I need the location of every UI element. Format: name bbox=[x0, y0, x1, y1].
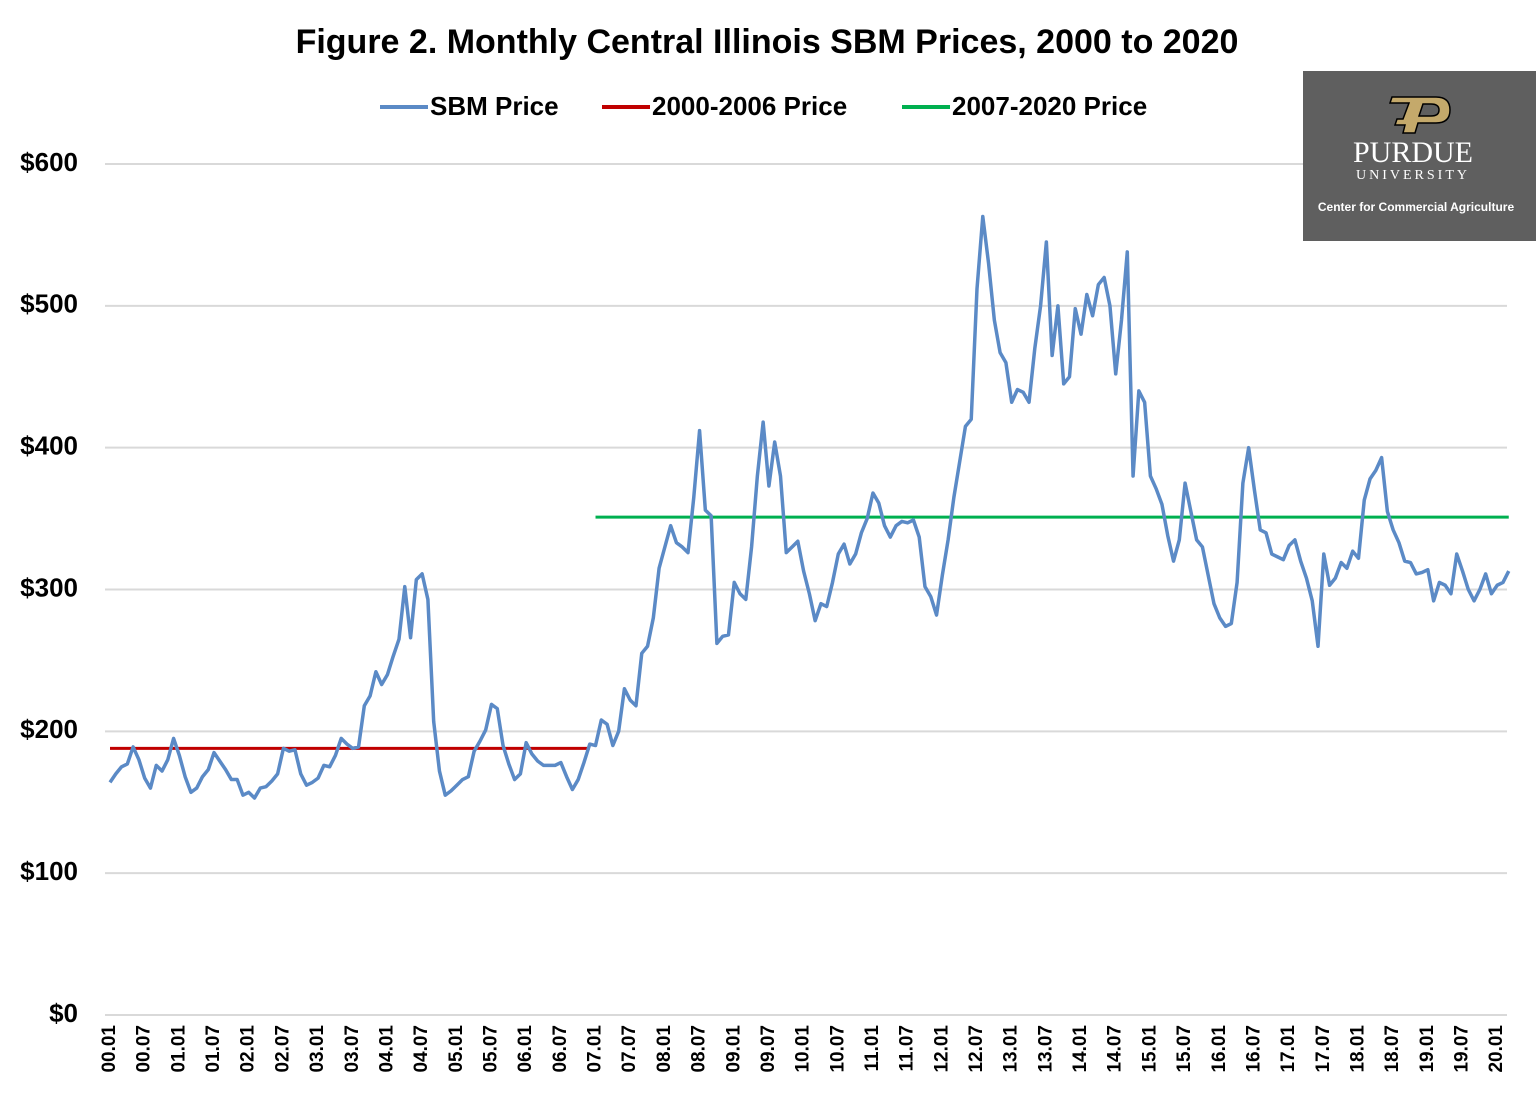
y-tick-label: $100 bbox=[20, 856, 78, 886]
logo: PURDUE UNIVERSITY Center for Commercial … bbox=[1303, 71, 1536, 241]
x-tick-label: 15.07 bbox=[1174, 1025, 1195, 1073]
x-tick-label: 02.07 bbox=[272, 1025, 293, 1073]
x-tick-label: 18.07 bbox=[1382, 1025, 1403, 1073]
x-tick-label: 10.07 bbox=[827, 1025, 848, 1073]
x-tick-label: 11.07 bbox=[897, 1025, 918, 1072]
x-tick-label: 13.01 bbox=[1001, 1025, 1022, 1073]
x-tick-label: 00.01 bbox=[99, 1025, 120, 1073]
legend-label: 2000-2006 Price bbox=[652, 91, 847, 121]
y-tick-label: $0 bbox=[49, 998, 78, 1028]
logo-name: PURDUE bbox=[1353, 136, 1473, 169]
x-tick-label: 18.01 bbox=[1347, 1025, 1368, 1073]
x-tick-label: 15.01 bbox=[1139, 1025, 1160, 1073]
x-tick-label: 06.01 bbox=[515, 1025, 536, 1073]
x-tick-label: 03.07 bbox=[342, 1025, 363, 1073]
x-tick-label: 12.01 bbox=[931, 1025, 952, 1073]
x-tick-label: 19.01 bbox=[1417, 1025, 1438, 1073]
x-tick-label: 14.07 bbox=[1105, 1025, 1126, 1073]
x-tick-label: 07.07 bbox=[619, 1025, 640, 1073]
x-tick-label: 11.01 bbox=[862, 1025, 883, 1072]
x-tick-label: 17.01 bbox=[1278, 1025, 1299, 1073]
x-tick-label: 06.07 bbox=[550, 1025, 571, 1073]
legend-label: SBM Price bbox=[430, 91, 559, 121]
logo-tagline: Center for Commercial Agriculture bbox=[1318, 200, 1515, 214]
series-line bbox=[108, 214, 1511, 800]
y-tick-label: $300 bbox=[20, 572, 78, 602]
x-tick-label: 03.01 bbox=[307, 1025, 328, 1073]
chart-title: Figure 2. Monthly Central Illinois SBM P… bbox=[296, 23, 1239, 61]
x-tick-label: 01.07 bbox=[203, 1025, 224, 1073]
x-tick-label: 16.07 bbox=[1243, 1025, 1264, 1073]
x-tick-label: 02.01 bbox=[238, 1025, 259, 1073]
x-tick-label: 05.07 bbox=[480, 1025, 501, 1073]
y-tick-label: $200 bbox=[20, 714, 78, 744]
y-tick-label: $600 bbox=[20, 147, 78, 177]
x-tick-label: 09.07 bbox=[758, 1025, 779, 1073]
x-tick-label: 08.01 bbox=[654, 1025, 675, 1073]
y-tick-label: $500 bbox=[20, 289, 78, 319]
x-tick-label: 13.07 bbox=[1035, 1025, 1056, 1073]
x-tick-label: 08.07 bbox=[689, 1025, 710, 1073]
y-tick-label: $400 bbox=[20, 431, 78, 461]
x-tick-label: 20.01 bbox=[1486, 1025, 1507, 1073]
logo-mark bbox=[1388, 96, 1451, 134]
x-tick-label: 17.07 bbox=[1313, 1025, 1334, 1073]
x-tick-label: 00.07 bbox=[134, 1025, 155, 1073]
x-tick-label: 16.01 bbox=[1209, 1025, 1230, 1073]
x-tick-label: 04.07 bbox=[411, 1025, 432, 1073]
x-tick-label: 14.01 bbox=[1070, 1025, 1091, 1073]
x-tick-label: 01.01 bbox=[168, 1025, 189, 1073]
x-tick-label: 07.01 bbox=[585, 1025, 606, 1073]
logo-sub: UNIVERSITY bbox=[1356, 168, 1470, 183]
x-tick-label: 10.01 bbox=[793, 1025, 814, 1073]
x-tick-label: 05.01 bbox=[446, 1025, 467, 1073]
x-tick-label: 04.01 bbox=[376, 1025, 397, 1073]
x-tick-label: 19.07 bbox=[1452, 1025, 1473, 1073]
x-tick-label: 12.07 bbox=[966, 1025, 987, 1073]
x-tick-label: 09.01 bbox=[723, 1025, 744, 1073]
legend-label: 2007-2020 Price bbox=[952, 91, 1147, 121]
